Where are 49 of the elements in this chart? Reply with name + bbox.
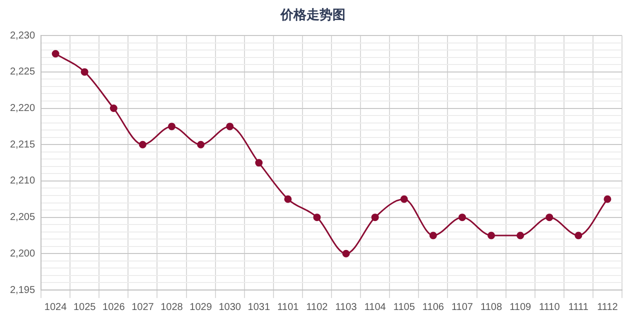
point	[197, 140, 205, 148]
x-tick-label: 1027	[132, 302, 154, 313]
x-tick-label: 1101	[277, 302, 300, 313]
point	[574, 232, 582, 240]
point	[313, 214, 321, 222]
x-tick-label: 1031	[248, 302, 270, 313]
x-tick-label: 1111	[568, 302, 589, 313]
y-tick-label: 2,210	[10, 176, 36, 187]
point	[255, 159, 263, 167]
point	[516, 232, 524, 240]
x-tick-label: 1029	[190, 302, 212, 313]
point	[458, 214, 466, 222]
y-tick-label: 2,195	[10, 284, 36, 296]
chart-title: 价格走势图	[280, 7, 346, 24]
y-tick-label: 2,225	[10, 66, 36, 78]
x-tick-label: 1112	[597, 302, 618, 313]
point	[138, 140, 146, 148]
point	[429, 232, 437, 240]
x-tick-label: 1026	[102, 302, 126, 313]
point	[342, 250, 350, 258]
point	[168, 122, 176, 130]
x-tick-label: 1102	[306, 302, 328, 313]
x-tick-label: 1110	[538, 302, 560, 313]
y-tick-label: 2,205	[10, 212, 36, 224]
point	[284, 195, 292, 203]
x-tick-label: 1030	[218, 302, 242, 313]
x-tick-label: 1106	[422, 302, 444, 313]
point	[400, 195, 408, 203]
point	[110, 104, 118, 112]
x-tick-label: 1104	[364, 302, 386, 313]
point	[226, 122, 234, 130]
y-tick-label: 2,220	[10, 103, 36, 114]
x-tick-label: 1024	[44, 302, 68, 313]
point	[604, 195, 612, 203]
point	[52, 50, 60, 58]
y-tick-label: 2,230	[10, 30, 36, 42]
x-tick-label: 1108	[480, 302, 502, 313]
y-tick-label: 2,215	[10, 139, 36, 150]
x-tick-label: 1025	[73, 302, 96, 313]
x-tick-label: 1105	[393, 302, 416, 313]
point	[80, 68, 88, 76]
point	[371, 214, 379, 222]
x-tick-label: 1103	[335, 302, 358, 313]
x-tick-label: 1028	[160, 302, 184, 313]
point	[546, 214, 554, 222]
x-tick-label: 1109	[510, 302, 532, 313]
x-tick-label: 1107	[451, 302, 474, 313]
point	[488, 232, 496, 240]
y-tick-label: 2,200	[10, 248, 36, 260]
